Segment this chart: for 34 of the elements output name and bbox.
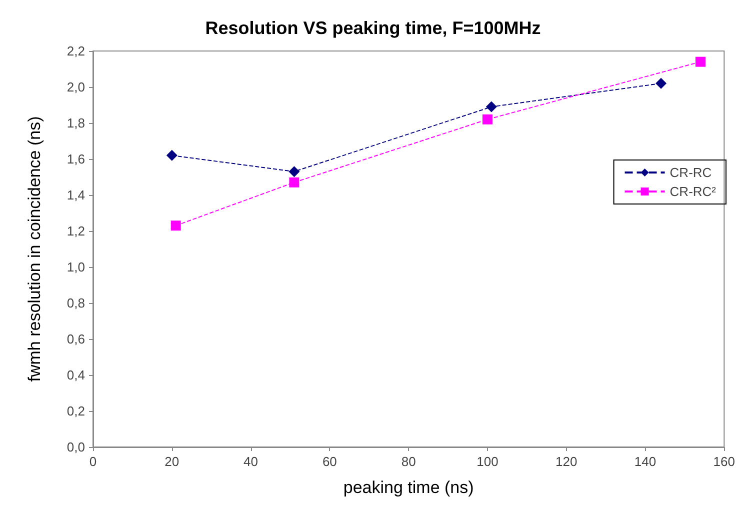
x-tick-label: 120 xyxy=(556,454,578,469)
point xyxy=(288,166,300,178)
point xyxy=(170,220,181,231)
point xyxy=(166,150,178,161)
x-tick-label: 140 xyxy=(634,454,656,469)
legend-label: CR-RC² xyxy=(670,184,717,199)
y-tick-label: 1,8 xyxy=(66,116,85,130)
x-tick-label: 40 xyxy=(244,454,258,469)
y-tick-label: 0,0 xyxy=(66,440,85,454)
x-tick-label: 160 xyxy=(713,454,736,469)
y-tick-label: 0,2 xyxy=(66,404,85,418)
y-tick-label: 0,6 xyxy=(66,332,85,346)
y-tick-label: 1,2 xyxy=(66,224,85,238)
x-tick-label: 20 xyxy=(164,454,180,469)
point xyxy=(656,78,667,89)
x-tick-label: 80 xyxy=(401,454,416,469)
point xyxy=(695,56,706,67)
legend-label: CR-RC xyxy=(670,165,712,180)
x-axis-title: peaking time (ns) xyxy=(343,478,474,497)
chart-title: Resolution VS peaking time, F=100MHz xyxy=(205,18,541,38)
y-tick-label: 1,4 xyxy=(66,188,85,202)
y-tick-label: 2,0 xyxy=(66,80,85,94)
y-tick-label: 0,8 xyxy=(66,296,85,310)
y-tick-label: 0,4 xyxy=(66,368,85,382)
y-tick-label: 1,6 xyxy=(66,152,85,166)
y-tick-label: 2,2 xyxy=(66,44,85,58)
point xyxy=(486,101,497,112)
point xyxy=(289,177,300,188)
x-tick-label: 60 xyxy=(322,454,337,469)
x-tick-label: 100 xyxy=(476,454,498,469)
y-axis-title: fwmh resolution in coincidence (ns) xyxy=(25,116,44,382)
y-tick-label: 1,0 xyxy=(66,260,85,274)
point xyxy=(482,114,492,124)
x-tick-label: 0 xyxy=(89,454,97,469)
